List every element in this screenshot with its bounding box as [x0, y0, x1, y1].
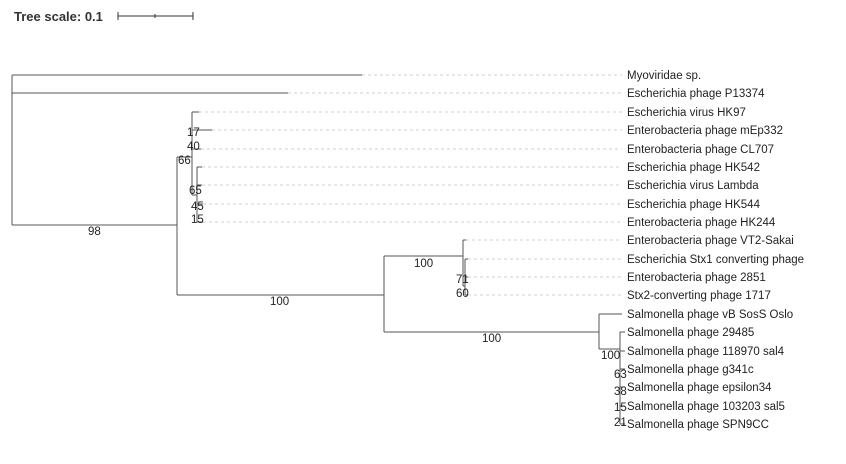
tree-scale-label: Tree scale: 0.1: [14, 9, 103, 24]
leaf-label: Salmonella phage vB SosS Oslo: [627, 309, 793, 321]
support-value: 45: [191, 201, 204, 213]
leaf-label: Escherichia virus Lambda: [627, 180, 759, 192]
leaf-label: Salmonella phage g341c: [627, 364, 754, 376]
support-value: 71: [456, 274, 469, 286]
support-value: 21: [614, 417, 627, 429]
leaf-label: Escherichia Stx1 converting phage: [627, 254, 804, 266]
tree-branches: [11, 74, 625, 425]
tree-scale: Tree scale: 0.1: [14, 9, 194, 24]
support-values: 98 100 100 100 100 66 17 40 65 45 15 71 …: [88, 127, 627, 429]
support-value: 100: [601, 350, 620, 362]
leaf-label: Myoviridae sp.: [627, 70, 701, 82]
leaf-label: Enterobacteria phage HK244: [627, 217, 776, 229]
leaf-label: Enterobacteria phage VT2-Sakai: [627, 235, 794, 247]
support-value: 100: [414, 258, 433, 270]
leaf-label: Escherichia virus HK97: [627, 107, 746, 119]
support-value: 100: [270, 296, 289, 308]
leaf-label: Salmonella phage SPN9CC: [627, 419, 769, 431]
alignment-guides: [199, 74, 622, 296]
support-value: 65: [189, 185, 202, 197]
support-value: 98: [88, 226, 101, 238]
leaf-label: Escherichia phage HK542: [627, 162, 760, 174]
leaf-label: Salmonella phage 29485: [627, 327, 754, 339]
leaf-label: Stx2-converting phage 1717: [627, 290, 771, 302]
support-value: 60: [456, 288, 469, 300]
leaf-label: Escherichia phage HK544: [627, 199, 761, 211]
support-value: 38: [614, 386, 627, 398]
leaf-labels: Myoviridae sp. Escherichia phage P13374 …: [627, 70, 804, 431]
support-value: 66: [178, 155, 191, 167]
support-value: 17: [187, 127, 200, 139]
leaf-label: Enterobacteria phage CL707: [627, 144, 774, 156]
leaf-label: Salmonella phage epsilon34: [627, 382, 772, 394]
leaf-label: Salmonella phage 118970 sal4: [627, 346, 785, 358]
leaf-label: Enterobacteria phage 2851: [627, 272, 766, 284]
leaf-label: Enterobacteria phage mEp332: [627, 125, 783, 137]
support-value: 15: [191, 214, 204, 226]
leaf-label: Salmonella phage 103203 sal5: [627, 401, 785, 413]
leaf-label: Escherichia phage P13374: [627, 88, 765, 100]
support-value: 63: [614, 369, 627, 381]
support-value: 100: [482, 333, 501, 345]
support-value: 40: [187, 141, 200, 153]
support-value: 15: [614, 402, 627, 414]
